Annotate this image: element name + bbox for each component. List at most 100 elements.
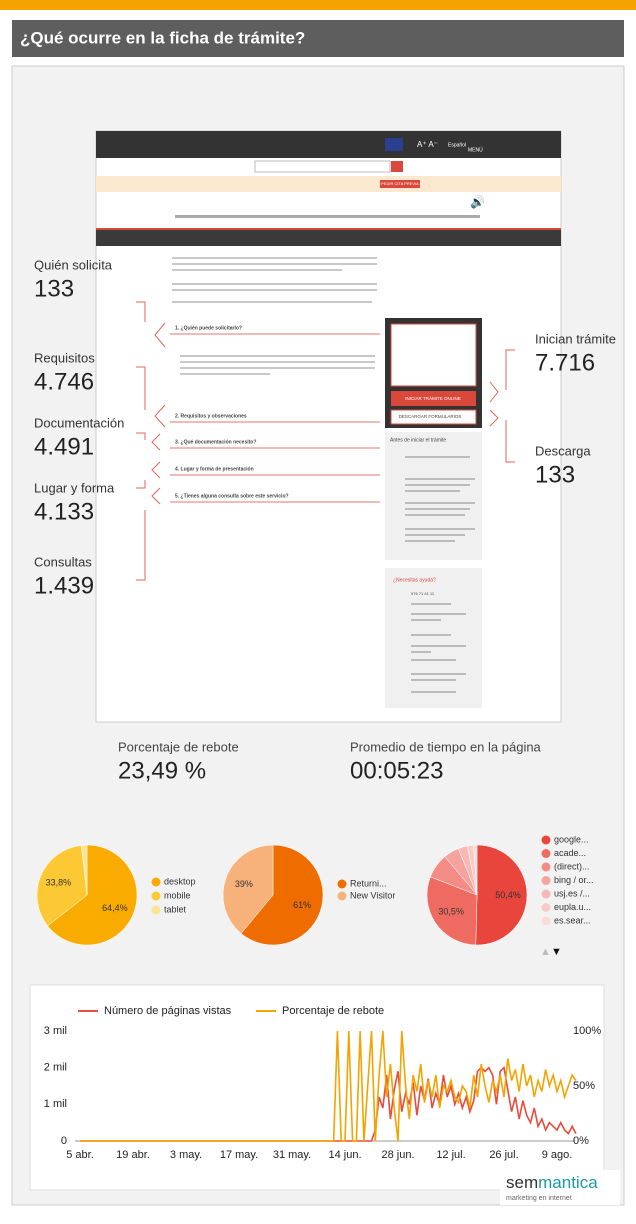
annotation-label: Documentación bbox=[34, 415, 124, 430]
annotation-value: 4.491 bbox=[34, 433, 94, 460]
legend-label: google... bbox=[554, 834, 589, 844]
pie-slice bbox=[426, 876, 478, 946]
menu: MENÚ bbox=[468, 146, 483, 153]
line-series bbox=[80, 1030, 577, 1142]
legend-label: eupla.u... bbox=[554, 902, 591, 912]
pager-up[interactable]: ▲ bbox=[540, 946, 551, 958]
annotation-label: Descarga bbox=[535, 443, 591, 458]
legend-label: New Visitor bbox=[350, 890, 395, 900]
legend-label: es.sear... bbox=[554, 915, 591, 925]
x-tick-label: 14 jun. bbox=[328, 1149, 361, 1161]
banner-button[interactable]: PEDIR CITA PREVIA bbox=[381, 181, 419, 186]
pie-slice bbox=[81, 844, 88, 896]
button[interactable]: DESCARGAR FORMULARIOS bbox=[399, 414, 462, 419]
annotation-label: Requisitos bbox=[34, 350, 95, 365]
page-screenshot: A⁺ A⁻ Español MENÚ PEDIR CITA PREVIA 🔊 1… bbox=[95, 130, 562, 723]
legend-swatch bbox=[541, 903, 551, 912]
section[interactable]: 2. Requisitos y observaciones bbox=[175, 413, 247, 419]
legend-swatch bbox=[151, 905, 161, 915]
legend-swatch bbox=[151, 891, 161, 901]
legend-swatch bbox=[151, 877, 161, 887]
legend-swatch bbox=[541, 876, 551, 885]
section[interactable]: 3. ¿Qué documentación necesito? bbox=[175, 439, 256, 445]
pie-slice bbox=[47, 844, 138, 946]
metric-value: 23,49 % bbox=[118, 757, 206, 784]
legend-label: tablet bbox=[164, 904, 187, 914]
logo-box bbox=[500, 1170, 620, 1205]
y-tick-label: 1 mil bbox=[44, 1098, 67, 1110]
lang: Español bbox=[448, 142, 466, 148]
x-tick-label: 3 may. bbox=[170, 1149, 202, 1161]
metric-value: 00:05:23 bbox=[350, 757, 443, 784]
legend-swatch bbox=[337, 891, 347, 901]
pie-slice bbox=[475, 844, 528, 946]
brand-part: mantica bbox=[538, 1173, 598, 1192]
legend-label: Número de páginas vistas bbox=[104, 1005, 232, 1017]
annotation-value: 1.439 bbox=[34, 572, 94, 599]
legend-label: desktop bbox=[164, 876, 196, 886]
slice-label: 61% bbox=[293, 900, 311, 910]
slice-label: 64,4% bbox=[102, 903, 128, 913]
brand-part: sem bbox=[506, 1173, 538, 1192]
header-title: ¿Qué ocurre en la ficha de trámite? bbox=[20, 28, 305, 47]
y-tick-label: 0 bbox=[61, 1135, 67, 1147]
x-tick-label: 17 may. bbox=[220, 1149, 258, 1161]
section[interactable]: 1. ¿Quién puede solicitarlo? bbox=[175, 325, 242, 331]
y2-tick-label: 0% bbox=[573, 1135, 589, 1147]
legend-swatch bbox=[541, 916, 551, 926]
annotation-value: 4.133 bbox=[34, 498, 94, 525]
legend-swatch bbox=[337, 879, 347, 889]
legend-label: mobile bbox=[164, 890, 191, 900]
y2-tick-label: 50% bbox=[573, 1080, 595, 1092]
connectors bbox=[136, 301, 515, 581]
annotation-label: Quién solicita bbox=[34, 257, 113, 272]
annotation-value: 133 bbox=[34, 275, 74, 302]
legend-swatch bbox=[541, 862, 551, 872]
brand: semmantica bbox=[506, 1173, 598, 1192]
slice-label: 39% bbox=[235, 879, 253, 889]
x-tick-label: 28 jun. bbox=[381, 1149, 414, 1161]
metric-label: Promedio de tiempo en la página bbox=[350, 739, 542, 754]
x-tick-label: 26 jul. bbox=[489, 1149, 518, 1161]
legend-label: Porcentaje de rebote bbox=[282, 1005, 384, 1017]
section[interactable]: 4. Lugar y forma de presentación bbox=[175, 466, 254, 472]
annotation-value: 133 bbox=[535, 461, 575, 488]
annotation-label: Inician trámite bbox=[535, 331, 616, 346]
legend-swatch bbox=[541, 835, 551, 845]
tagline: marketing en internet bbox=[506, 1195, 572, 1202]
slice-label: 30,5% bbox=[438, 907, 464, 917]
legend-label: bing / or... bbox=[554, 875, 594, 885]
legend-label: acade... bbox=[554, 848, 586, 858]
y-tick-label: 3 mil bbox=[44, 1025, 67, 1037]
x-tick-label: 5 abr. bbox=[66, 1149, 94, 1161]
metric-label: Porcentaje de rebote bbox=[118, 739, 239, 754]
svg-text:A⁺ A⁻: A⁺ A⁻ bbox=[417, 140, 438, 149]
pie-slice bbox=[222, 844, 274, 934]
svg-text:🔊: 🔊 bbox=[470, 194, 485, 209]
annotation-label: Consultas bbox=[34, 554, 92, 569]
annotation-value: 4.746 bbox=[34, 368, 94, 395]
button[interactable]: INICIAR TRÁMITE ONLINE bbox=[405, 395, 460, 401]
annotation-value: 7.716 bbox=[535, 349, 595, 376]
slice-label: 33,8% bbox=[46, 877, 72, 887]
pager-down[interactable]: ▼ bbox=[551, 946, 562, 958]
y2-tick-label: 100% bbox=[573, 1025, 601, 1037]
pie-slice bbox=[36, 845, 88, 927]
x-tick-label: 31 may. bbox=[273, 1149, 311, 1161]
legend-swatch bbox=[541, 849, 551, 858]
slice-label: 50,4% bbox=[495, 890, 521, 900]
legend-label: Returni... bbox=[350, 878, 387, 888]
box-title: Antes de iniciar el trámite bbox=[390, 437, 446, 443]
x-tick-label: 9 ago. bbox=[542, 1149, 573, 1161]
legend-swatch bbox=[541, 889, 551, 899]
phone: 976 71 41 11 bbox=[411, 591, 435, 596]
section[interactable]: 5. ¿Tienes alguna consulta sobre este se… bbox=[175, 493, 289, 499]
x-tick-label: 19 abr. bbox=[116, 1149, 150, 1161]
box-title: ¿Necesitas ayuda? bbox=[393, 577, 436, 583]
legend-label: usj.es /... bbox=[554, 888, 590, 898]
pie-slice bbox=[473, 844, 478, 896]
legend-label: (direct)... bbox=[554, 861, 590, 871]
x-tick-label: 12 jul. bbox=[436, 1149, 465, 1161]
